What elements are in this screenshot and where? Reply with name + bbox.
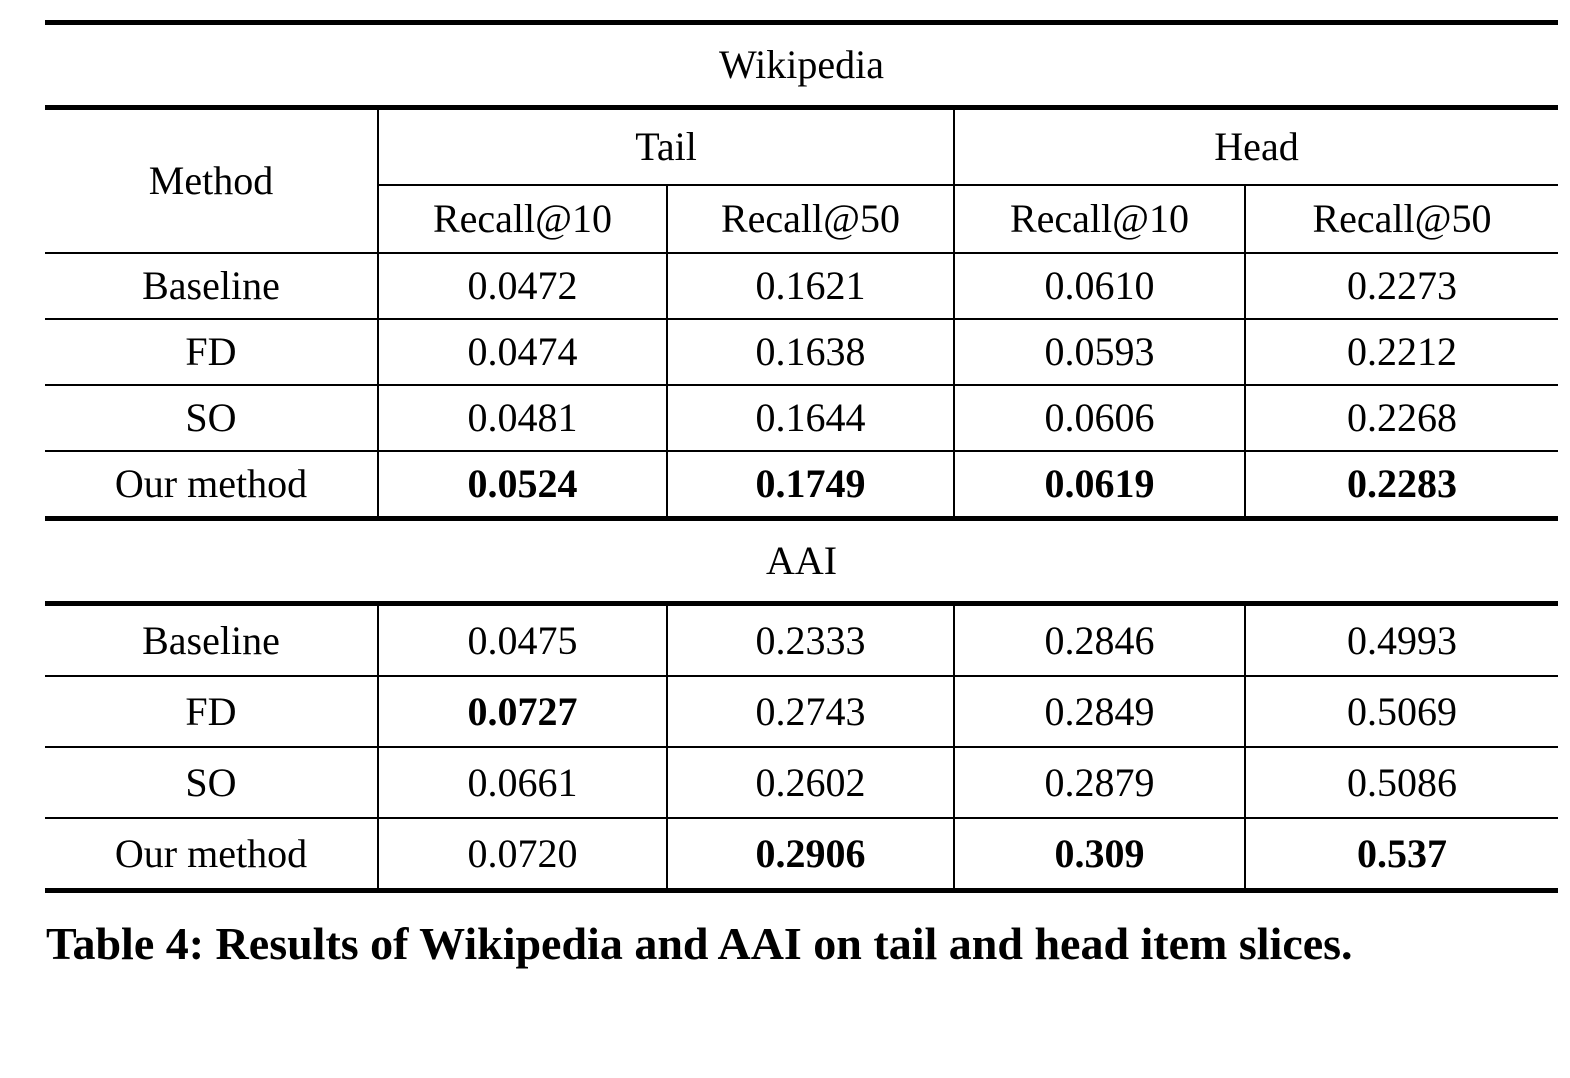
section-title-row-aai: AAI — [45, 518, 1558, 606]
table-row: FD 0.0727 0.2743 0.2849 0.5069 — [45, 676, 1558, 748]
value-cell: 0.0720 — [378, 818, 668, 893]
table-caption: Table 4: Results of Wikipedia and AAI on… — [46, 918, 1353, 969]
value-cell: 0.2602 — [667, 747, 955, 819]
group-header-row: Method Tail Head — [45, 107, 1558, 254]
value-cell: 0.2879 — [954, 747, 1246, 819]
column-group-tail: Tail — [378, 107, 955, 186]
metric-header-row: Recall@10 Recall@50 Recall@10 Recall@50 — [45, 185, 1558, 254]
table-row: Our method 0.0720 0.2906 0.309 0.537 — [45, 818, 1558, 893]
value-cell: 0.0610 — [954, 253, 1246, 320]
value-cell: 0.1644 — [667, 385, 955, 452]
column-header-tail-recall50: Recall@50 — [667, 185, 955, 254]
table-row: SO 0.0661 0.2602 0.2879 0.5086 — [45, 747, 1558, 819]
column-header-head-recall50: Recall@50 — [1245, 185, 1558, 254]
value-cell: 0.0524 — [378, 451, 668, 521]
value-cell: 0.2333 — [667, 603, 955, 677]
value-cell: 0.2268 — [1245, 385, 1558, 452]
table-row: Baseline 0.0475 0.2333 0.2846 0.4993 — [45, 603, 1558, 677]
table-row: SO 0.0481 0.1644 0.0606 0.2268 — [45, 385, 1558, 452]
column-header-head-recall10: Recall@10 — [954, 185, 1246, 254]
value-cell: 0.0727 — [378, 676, 668, 748]
value-cell: 0.2846 — [954, 603, 1246, 677]
value-cell: 0.2212 — [1245, 319, 1558, 386]
table-row: FD 0.0474 0.1638 0.0593 0.2212 — [45, 319, 1558, 386]
value-cell: 0.1638 — [667, 319, 955, 386]
value-cell: 0.0619 — [954, 451, 1246, 521]
value-cell: 0.309 — [954, 818, 1246, 893]
value-cell: 0.0661 — [378, 747, 668, 819]
value-cell: 0.2273 — [1245, 253, 1558, 320]
section-title-wikipedia: Wikipedia — [45, 20, 1558, 110]
method-cell: SO — [45, 747, 379, 819]
value-cell: 0.0474 — [378, 319, 668, 386]
column-group-head: Head — [954, 107, 1558, 186]
value-cell: 0.5086 — [1245, 747, 1558, 819]
value-cell: 0.5069 — [1245, 676, 1558, 748]
value-cell: 0.2849 — [954, 676, 1246, 748]
value-cell: 0.0593 — [954, 319, 1246, 386]
column-header-method: Method — [45, 107, 379, 254]
value-cell: 0.4993 — [1245, 603, 1558, 677]
value-cell: 0.1749 — [667, 451, 955, 521]
method-cell: Our method — [45, 818, 379, 893]
value-cell: 0.537 — [1245, 818, 1558, 893]
method-cell: Baseline — [45, 253, 379, 320]
results-table: Wikipedia Method Tail Head Recall@10 Rec… — [45, 20, 1558, 893]
value-cell: 0.2283 — [1245, 451, 1558, 521]
table-row: Baseline 0.0472 0.1621 0.0610 0.2273 — [45, 253, 1558, 320]
value-cell: 0.2906 — [667, 818, 955, 893]
method-cell: FD — [45, 676, 379, 748]
value-cell: 0.0472 — [378, 253, 668, 320]
value-cell: 0.1621 — [667, 253, 955, 320]
value-cell: 0.0475 — [378, 603, 668, 677]
method-cell: Our method — [45, 451, 379, 521]
section-title-aai: AAI — [45, 518, 1558, 606]
method-cell: FD — [45, 319, 379, 386]
value-cell: 0.0606 — [954, 385, 1246, 452]
method-cell: Baseline — [45, 603, 379, 677]
section-title-row-wikipedia: Wikipedia — [45, 20, 1558, 110]
value-cell: 0.2743 — [667, 676, 955, 748]
table-row: Our method 0.0524 0.1749 0.0619 0.2283 — [45, 451, 1558, 521]
column-header-tail-recall10: Recall@10 — [378, 185, 668, 254]
method-cell: SO — [45, 385, 379, 452]
value-cell: 0.0481 — [378, 385, 668, 452]
